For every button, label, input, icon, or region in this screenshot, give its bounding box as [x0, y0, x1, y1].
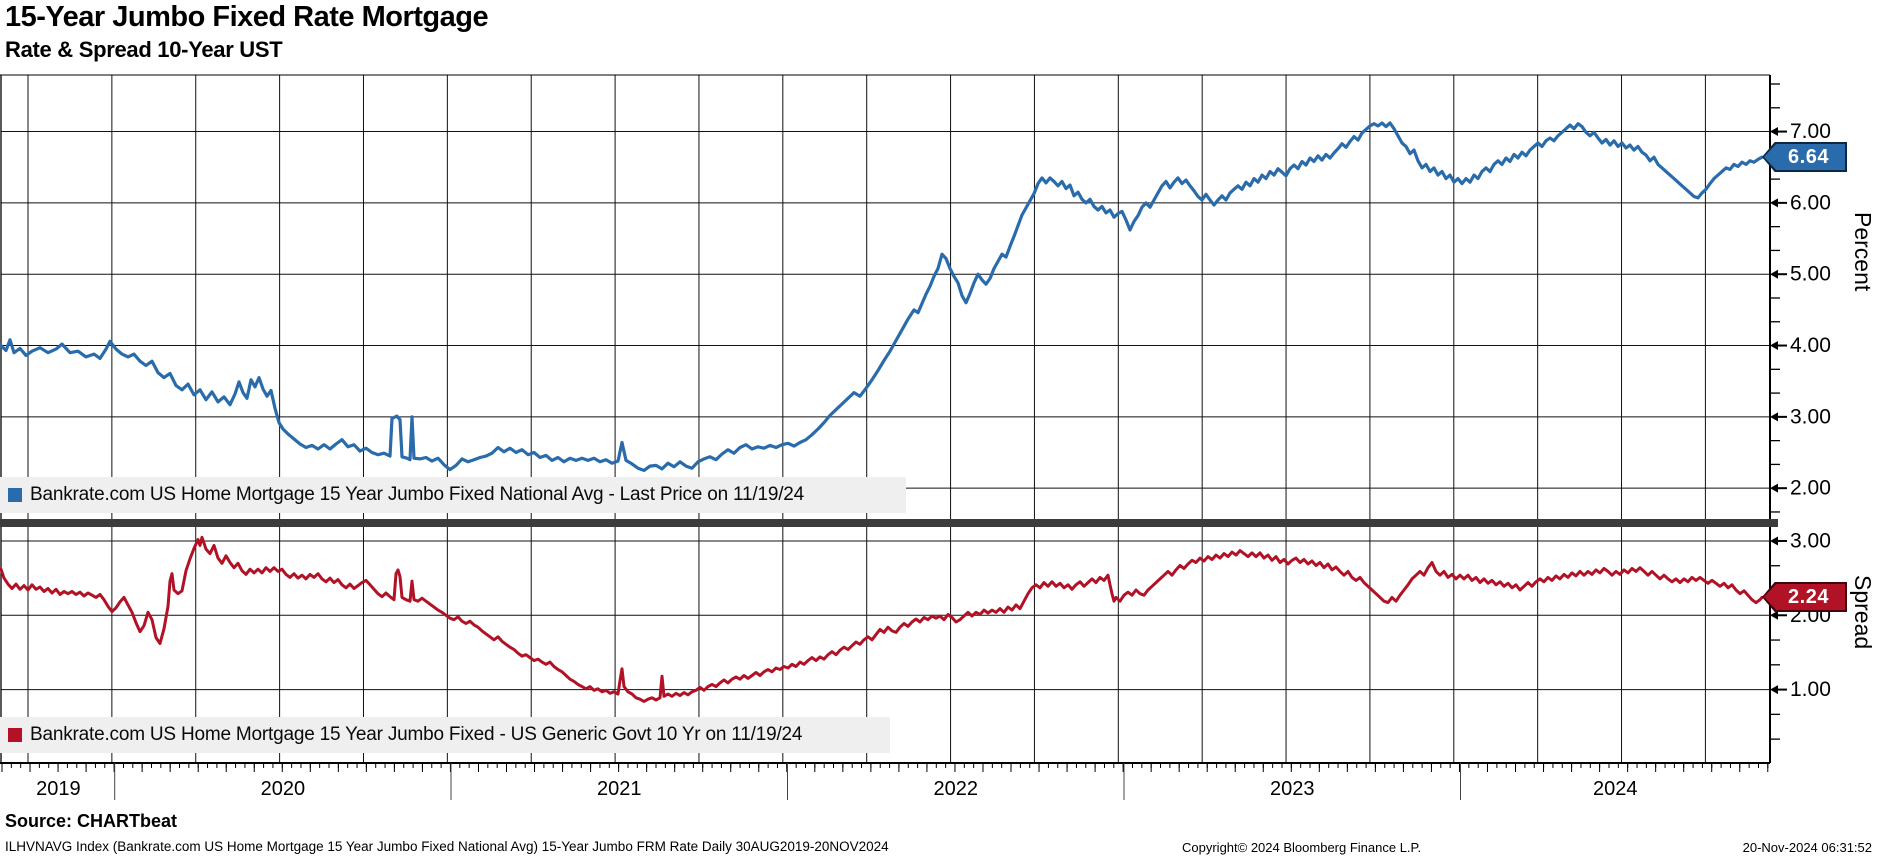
y-tick-label: 5.00: [1790, 263, 1831, 286]
axis-labels: 2.003.004.005.006.007.001.002.003.002019…: [36, 120, 1831, 800]
panel-divider: [0, 519, 1778, 527]
spread-line: [0, 535, 1764, 703]
x-year-label: 2021: [597, 778, 642, 800]
y-tick-label: 4.00: [1790, 334, 1831, 357]
legend-rate-label: Bankrate.com US Home Mortgage 15 Year Ju…: [30, 484, 805, 505]
source-label: Source: CHARTbeat: [5, 811, 178, 831]
x-year-label: 2023: [1270, 778, 1315, 800]
rate-last-value-badge: 6.64: [1762, 142, 1847, 172]
y-tick-label: 2.00: [1790, 477, 1831, 500]
y-tick-label: 1.00: [1790, 678, 1831, 701]
series-lines: [0, 121, 1764, 703]
legend-spread-label: Bankrate.com US Home Mortgage 15 Year Ju…: [30, 724, 803, 745]
x-year-label: 2020: [261, 778, 306, 800]
y-tick-label: 3.00: [1790, 529, 1831, 552]
chart-title: 15-Year Jumbo Fixed Rate Mortgage: [5, 1, 489, 33]
rate-series-swatch-icon: [8, 488, 22, 502]
rate-line: [0, 121, 1764, 472]
axes: [0, 74, 1787, 800]
copyright-notice: Copyright© 2024 Bloomberg Finance L.P.: [1182, 840, 1422, 855]
legend-spread-series[interactable]: Bankrate.com US Home Mortgage 15 Year Ju…: [0, 717, 890, 753]
spread-last-value-badge: 2.24: [1762, 582, 1847, 612]
x-year-label: 2022: [934, 778, 979, 800]
y-tick-label: 6.00: [1790, 191, 1831, 214]
chart-subtitle: Rate & Spread 10-Year UST: [5, 37, 283, 62]
spread-last-value: 2.24: [1788, 585, 1829, 608]
spread-series-swatch-icon: [8, 728, 22, 742]
percent-axis-title: Percent: [1850, 212, 1876, 292]
index-description: ILHVNAVG Index (Bankrate.com US Home Mor…: [5, 839, 889, 854]
gridlines: [1, 75, 1770, 763]
render-timestamp: 20-Nov-2024 06:31:52: [1742, 840, 1872, 855]
spread-axis-title: Spread: [1850, 575, 1876, 650]
y-tick-label: 3.00: [1790, 405, 1831, 428]
x-year-label: 2024: [1593, 778, 1638, 800]
rate-last-value: 6.64: [1788, 145, 1829, 168]
y-tick-label: 7.00: [1790, 120, 1831, 143]
x-year-label: 2019: [36, 778, 81, 800]
legend-rate-series[interactable]: Bankrate.com US Home Mortgage 15 Year Ju…: [0, 477, 906, 513]
